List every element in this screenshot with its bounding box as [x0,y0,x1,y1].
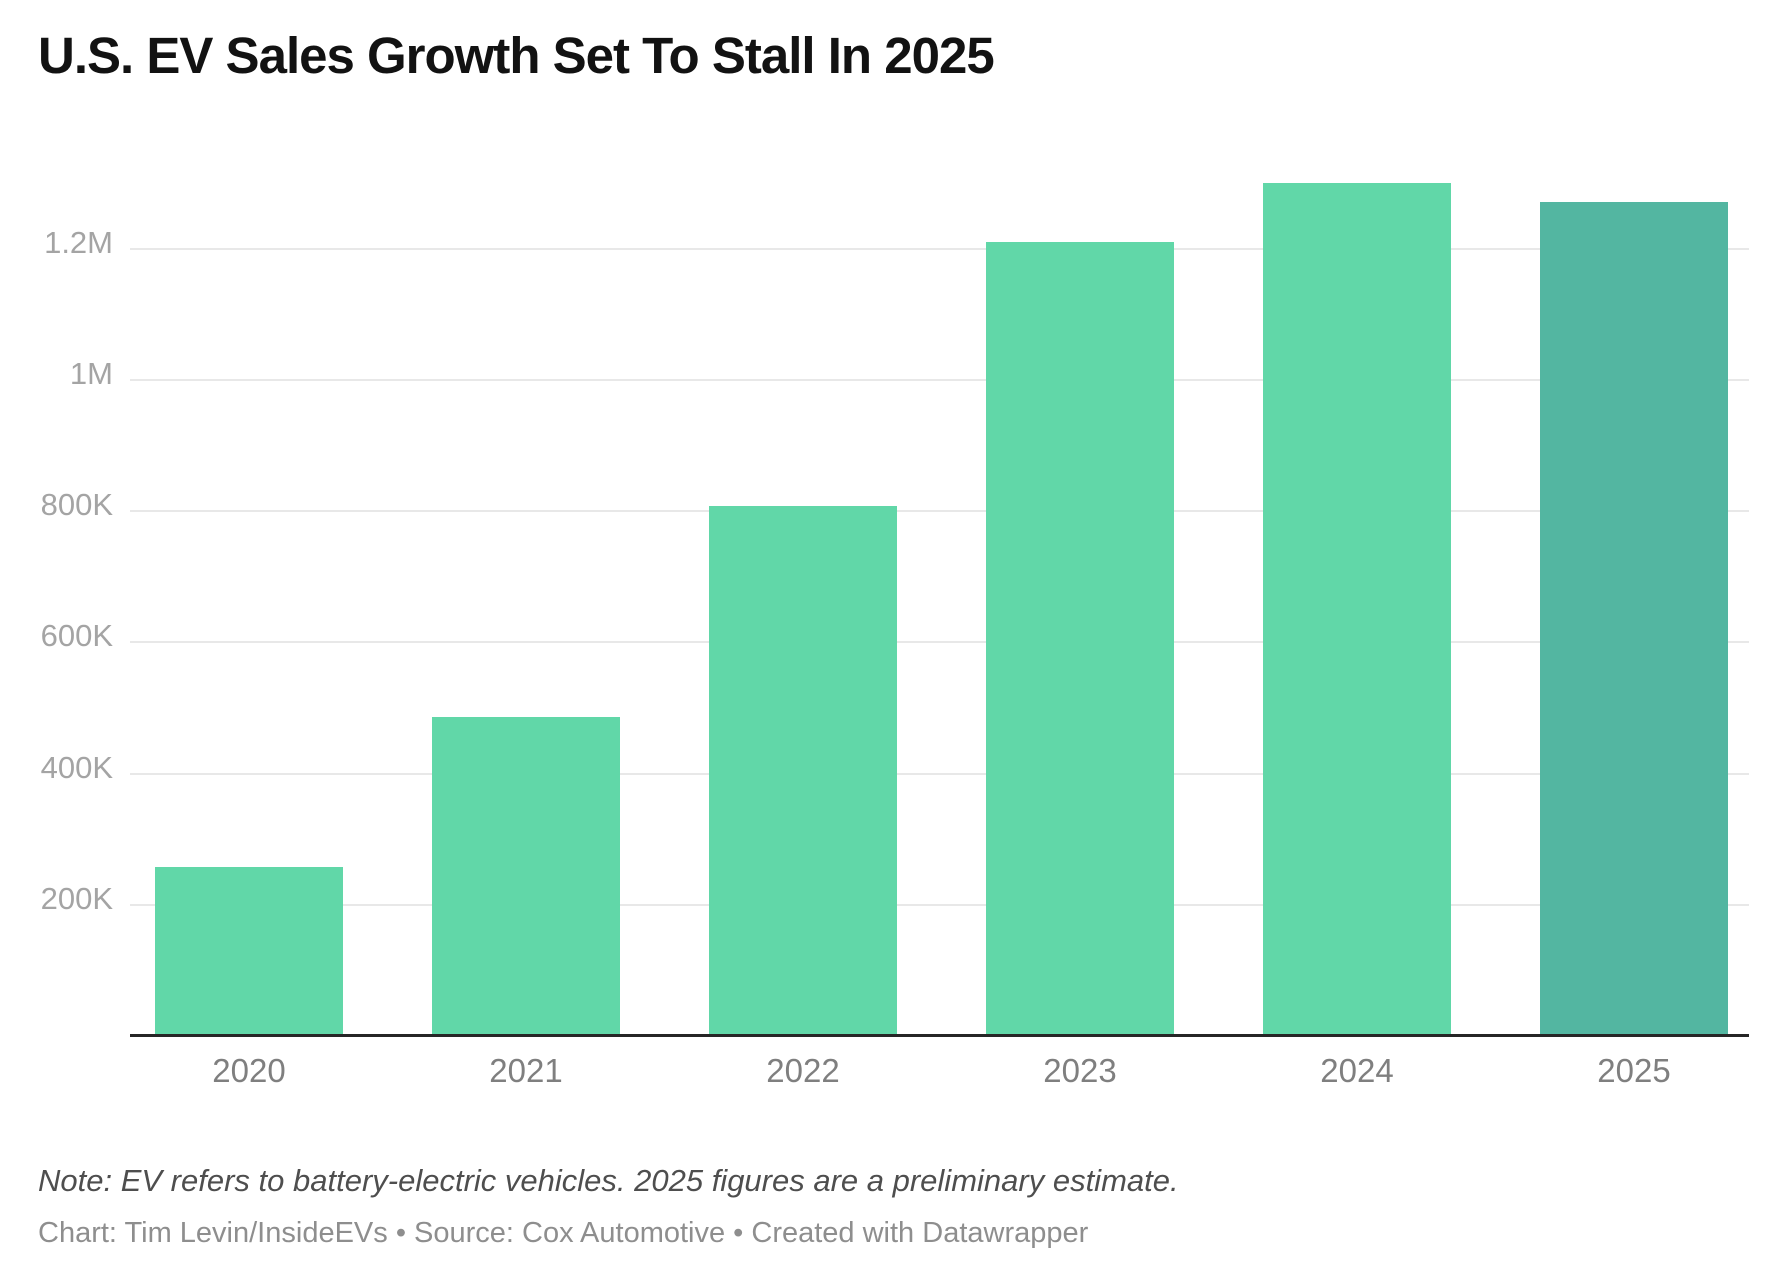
x-axis-tick-2022: 2022 [766,1052,840,1089]
y-axis-tick-800K: 800K [40,487,113,523]
bar-2025 [1540,201,1728,1036]
y-axis-tick-600K: 600K [40,618,113,654]
plot-area: 200K 400K 600K 800K 1M 1.2M 2020 2021 2022 2023 2… [40,183,1749,1089]
chart-credit: Chart: Tim Levin/InsideEVs • Source: Cox… [38,1217,1089,1249]
gridline-600K [130,641,1749,644]
bar-2024 [1263,183,1451,1036]
y-axis-tick-200K: 200K [40,880,113,916]
y-axis-tick-1M: 1M [69,356,113,391]
bar-2022 [709,505,897,1036]
gridline-800K [130,510,1749,513]
x-axis-tick-2025: 2025 [1597,1052,1671,1089]
x-axis-tick-2024: 2024 [1320,1052,1394,1089]
chart-note: Note: EV refers to battery-electric vehi… [38,1163,1179,1198]
bar-2021 [432,716,620,1036]
bar-2023 [986,241,1174,1036]
gridline-1M [130,379,1749,381]
x-axis-line [130,1034,1749,1037]
gridline-200K [130,903,1749,906]
gridline-1.2M [130,247,1749,250]
y-axis-tick-1.2M: 1.2M [44,224,113,260]
x-axis-tick-2021: 2021 [489,1052,563,1089]
bar-2020 [155,866,343,1036]
y-axis-tick-400K: 400K [40,749,113,785]
gridline-400K [130,772,1749,775]
x-axis-tick-2023: 2023 [1043,1052,1117,1089]
chart-title: U.S. EV Sales Growth Set To Stall In 202… [38,27,995,84]
x-axis-tick-2020: 2020 [212,1052,286,1089]
